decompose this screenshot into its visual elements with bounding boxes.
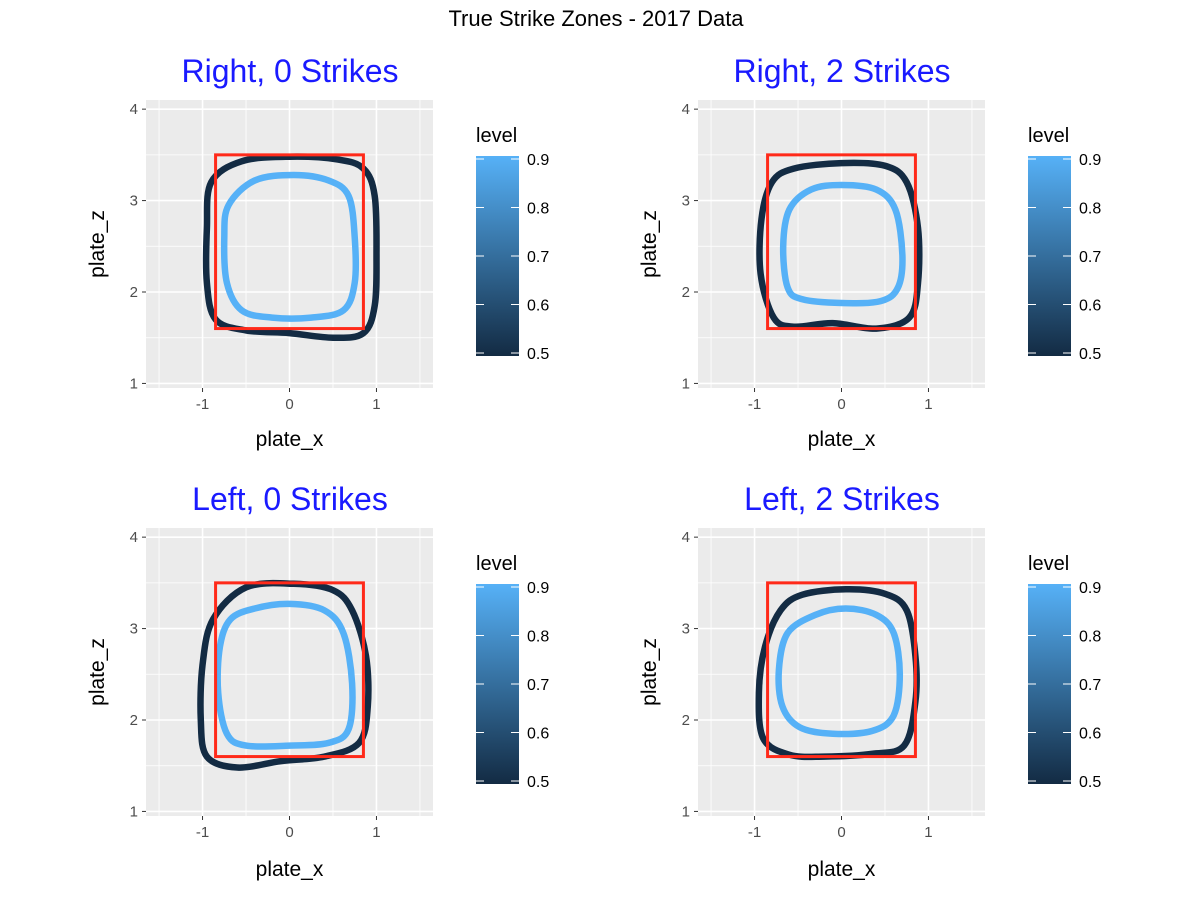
x-tick-label: 1 (372, 396, 380, 413)
legend-tick-label: 0.9 (1079, 152, 1101, 169)
strike-zone-box (766, 581, 917, 759)
legend-tick-label: 0.8 (1079, 629, 1101, 646)
legend-title: level (476, 553, 517, 575)
y-tick-label: 3 (130, 621, 138, 638)
contour-level-0-5 (202, 153, 380, 341)
y-tick-label: 2 (130, 712, 138, 729)
y-tick-label: 2 (682, 712, 690, 729)
legend-tick-label: 0.5 (1079, 774, 1101, 791)
contour-level-0-9 (775, 605, 904, 738)
x-tick-label: 0 (837, 396, 845, 413)
y-tick-label: 1 (130, 375, 138, 392)
legend-tick-label: 0.7 (1079, 249, 1101, 266)
x-tick-label: 1 (924, 396, 932, 413)
y-tick-label: 4 (130, 101, 138, 118)
y-tick-label: 1 (130, 803, 138, 820)
y-axis-title: plate_z (638, 210, 661, 278)
x-tick-label: -1 (748, 824, 761, 841)
strike-zone-box (214, 581, 365, 759)
contour-level-0-5 (755, 586, 920, 761)
y-axis-title: plate_z (638, 638, 661, 706)
y-tick-label: 1 (682, 375, 690, 392)
panel-title: Right, 2 Strikes (734, 53, 951, 89)
legend-tick-label: 0.8 (1079, 201, 1101, 218)
x-tick-label: 0 (837, 824, 845, 841)
legend-title: level (1028, 553, 1069, 575)
y-tick-label: 4 (682, 101, 690, 118)
figure-title: True Strike Zones - 2017 Data (448, 6, 744, 31)
x-tick-label: 0 (285, 824, 293, 841)
legend-tick-label: 0.6 (1079, 298, 1101, 315)
x-tick-label: 0 (285, 396, 293, 413)
contour-level-0-9 (214, 600, 356, 750)
y-axis-title: plate_z (86, 638, 109, 706)
x-axis-title: plate_x (808, 428, 876, 451)
legend-title: level (1028, 125, 1069, 147)
y-axis-title: plate_z (86, 210, 109, 278)
x-axis-title: plate_x (256, 858, 324, 881)
y-tick-label: 3 (682, 193, 690, 210)
x-axis-title: plate_x (256, 428, 324, 451)
contour-level-0-9 (220, 171, 360, 322)
panel-3: -1 0 1 1 2 3 4 Left, 0 Strikes plate_x plate_z lev… (86, 481, 549, 881)
strike-zone-box (214, 153, 365, 331)
legend-tick-label: 0.7 (527, 677, 549, 694)
contour-level-0-9 (779, 181, 906, 307)
x-tick-label: 1 (924, 824, 932, 841)
legend-tick-label: 0.9 (527, 580, 549, 597)
y-tick-label: 3 (682, 621, 690, 638)
panel-4: -1 0 1 1 2 3 4 Left, 2 Strikes plate_x plate_z lev… (638, 481, 1101, 881)
x-tick-label: -1 (748, 396, 761, 413)
strike-zone-box (766, 153, 917, 331)
y-tick-label: 4 (682, 529, 690, 546)
x-tick-label: 1 (372, 824, 380, 841)
y-tick-label: 2 (130, 284, 138, 301)
y-tick-label: 1 (682, 803, 690, 820)
legend-tick-label: 0.7 (1079, 677, 1101, 694)
legend-tick-label: 0.8 (527, 201, 549, 218)
legend-title: level (476, 125, 517, 147)
x-tick-label: -1 (196, 824, 209, 841)
legend-tick-label: 0.6 (527, 726, 549, 743)
legend-tick-label: 0.9 (527, 152, 549, 169)
legend-tick-label: 0.5 (1079, 346, 1101, 363)
y-tick-label: 3 (130, 193, 138, 210)
panel-title: Left, 0 Strikes (192, 481, 388, 517)
legend-tick-label: 0.7 (527, 249, 549, 266)
legend-tick-label: 0.5 (527, 346, 549, 363)
legend-tick-label: 0.5 (527, 774, 549, 791)
legend-tick-label: 0.9 (1079, 580, 1101, 597)
panel-title: Right, 0 Strikes (182, 53, 399, 89)
panel-2: -1 0 1 1 2 3 4 Right, 2 Strikes plate_x plate_z le… (638, 53, 1101, 451)
legend-tick-label: 0.6 (1079, 726, 1101, 743)
x-tick-label: -1 (196, 396, 209, 413)
legend-tick-label: 0.8 (527, 629, 549, 646)
legend-tick-label: 0.6 (527, 298, 549, 315)
panel-title: Left, 2 Strikes (744, 481, 940, 517)
panel-1: -1 0 1 1 2 3 4 Right, 0 Strikes plate_x plate_z le… (86, 53, 549, 451)
x-axis-title: plate_x (808, 858, 876, 881)
y-tick-label: 2 (682, 284, 690, 301)
y-tick-label: 4 (130, 529, 138, 546)
